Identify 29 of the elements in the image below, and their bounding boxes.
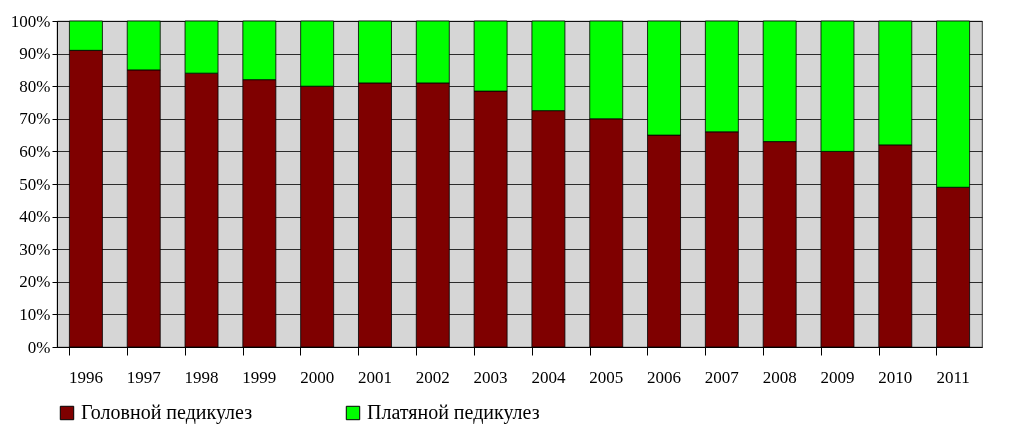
x-tick-label: 1999 (242, 367, 277, 387)
x-tick-label: 2006 (647, 367, 682, 387)
y-tick-label: 40% (19, 207, 51, 227)
x-tick-label: 2003 (473, 367, 508, 387)
x-tick-label: 2004 (531, 367, 566, 387)
y-tick-label: 60% (19, 141, 51, 161)
x-tick-label: 2007 (704, 367, 740, 387)
y-tick-label: 0% (27, 337, 51, 357)
y-tick-label: 10% (19, 304, 51, 324)
y-tick-label: 30% (19, 239, 51, 259)
x-tick-label: 2009 (820, 367, 855, 387)
y-tick-label: 20% (19, 272, 51, 292)
x-tick-label: 2002 (415, 367, 450, 387)
x-tick-label: 2005 (589, 367, 624, 387)
x-tick-label: 2010 (878, 367, 913, 387)
y-tick-label: 50% (19, 174, 51, 194)
x-tick-label: 2001 (357, 367, 392, 387)
legend-label: Платяной педикулез (367, 401, 540, 424)
y-tick-label: 90% (19, 44, 51, 64)
y-tick-label: 80% (19, 76, 51, 96)
x-tick-label: 1997 (126, 367, 162, 387)
y-tick-label: 100% (10, 11, 51, 31)
x-tick-label: 2000 (300, 367, 335, 387)
legend-label: Головной педикулез (81, 401, 253, 424)
x-tick-label: 2008 (762, 367, 797, 387)
x-tick-label: 1998 (184, 367, 219, 387)
x-tick-label: 2011 (936, 367, 970, 387)
y-tick-label: 70% (19, 109, 51, 129)
x-tick-label: 1996 (68, 367, 103, 387)
